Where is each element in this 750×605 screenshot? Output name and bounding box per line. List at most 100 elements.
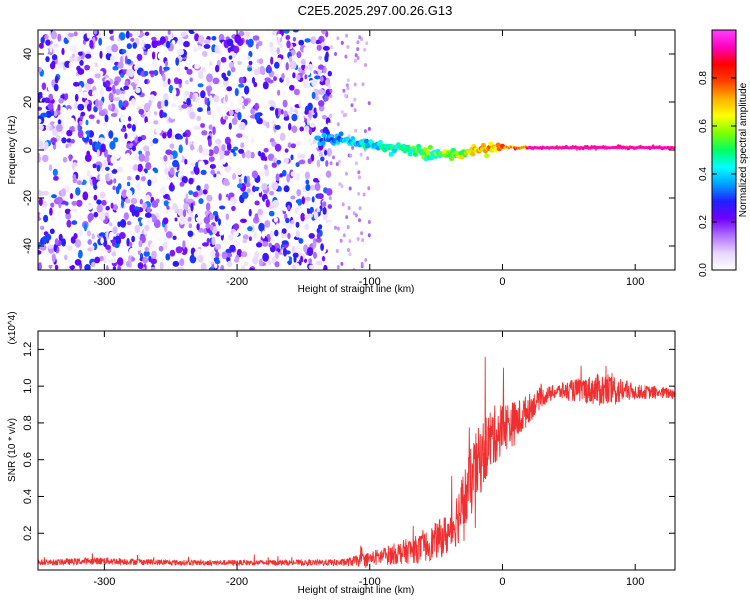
spectrogram-y-label: Frequency (Hz) (7, 116, 18, 185)
spectrogram-speckle (287, 204, 291, 210)
spectrogram-signal-point (428, 155, 434, 161)
spectrogram-speckle (356, 237, 360, 241)
spectrogram-speckle (290, 154, 294, 161)
spectrogram-speckle (176, 66, 180, 73)
spectrogram-speckle (66, 245, 73, 251)
spectrogram-speckle (77, 56, 81, 62)
spectrogram-speckle (182, 132, 187, 138)
spectrogram-speckle (121, 49, 127, 54)
spectrogram-speckle (298, 238, 304, 244)
spectrogram-speckle (163, 241, 168, 250)
spectrogram-speckle (210, 169, 216, 175)
spectrogram-speckle (285, 35, 291, 40)
spectrogram-speckle (285, 77, 290, 86)
spectrogram-speckle (99, 212, 106, 222)
spectrogram-speckle (49, 44, 53, 53)
spectrogram-speckle (274, 261, 280, 268)
spectrogram-speckle (313, 211, 319, 220)
snr-series-line (38, 356, 675, 568)
spectrogram-speckle (117, 251, 122, 257)
spectrogram-speckle (345, 33, 349, 38)
spectrogram-speckle (100, 87, 104, 97)
spectrogram-speckle (228, 192, 235, 198)
spectrogram-speckle (196, 223, 200, 231)
spectrogram-speckle (257, 163, 262, 168)
spectrogram-speckle (52, 43, 60, 48)
spectrogram-speckle (193, 30, 201, 33)
spectrogram-speckle (169, 154, 174, 160)
spectrogram-speckle (54, 264, 59, 270)
spectrogram-speckle (38, 262, 42, 270)
spectrogram-speckle (303, 244, 309, 253)
spectrogram-marks (38, 30, 675, 270)
spectrogram-speckle (53, 97, 57, 105)
spectrogram-speckle (329, 94, 333, 99)
spectrogram-speckle (172, 159, 179, 168)
spectrogram-speckle (284, 148, 289, 153)
spectrogram-speckle (357, 170, 361, 175)
spectrogram-speckle (254, 251, 260, 259)
spectrogram-signal-point (422, 147, 428, 153)
spectrogram-speckle (340, 184, 344, 189)
spectrogram-speckle (247, 79, 254, 84)
spectrogram-speckle (318, 151, 324, 157)
spectrogram-speckle (269, 230, 274, 238)
spectrogram-speckle (351, 145, 355, 150)
spectrogram-speckle (148, 70, 156, 75)
spectrogram-speckle (45, 56, 50, 63)
spectrogram-speckle (38, 42, 44, 49)
spectrogram-speckle (198, 144, 203, 154)
spectrogram-speckle (308, 233, 315, 239)
spectrogram-speckle (124, 198, 131, 204)
spectrogram-speckle (322, 201, 327, 208)
spectrogram-speckle (238, 121, 246, 131)
spectrogram-speckle (197, 254, 204, 263)
spectrogram-speckle (177, 48, 184, 56)
spectrogram-speckle (233, 146, 239, 151)
spectrogram-speckle (67, 108, 72, 117)
spectrogram-speckle (210, 113, 215, 119)
spectrogram-speckle (342, 113, 346, 118)
spectrogram-speckle (231, 205, 236, 212)
spectrogram-speckle (284, 255, 290, 262)
spectrogram-speckle (115, 235, 119, 245)
spectrogram-speckle (54, 75, 59, 84)
spectrogram-speckle (172, 203, 178, 212)
spectrogram-speckle (42, 190, 49, 196)
y-tick-label: -40 (22, 238, 34, 254)
spectrogram-speckle (57, 104, 61, 111)
spectrogram-speckle (133, 64, 139, 71)
spectrogram-speckle (289, 60, 297, 70)
spectrogram-speckle (184, 61, 191, 68)
spectrogram-speckle (257, 66, 261, 75)
spectrogram-speckle (110, 258, 117, 264)
spectrogram-speckle (354, 128, 358, 133)
spectrogram-speckle (319, 76, 324, 82)
spectrogram-speckle (147, 216, 153, 225)
spectrogram-speckle (235, 241, 241, 248)
spectrogram-speckle (120, 116, 127, 124)
spectrogram-speckle (54, 162, 62, 171)
spectrogram-speckle (112, 65, 119, 71)
spectrogram-speckle (352, 211, 356, 216)
spectrogram-speckle (285, 217, 290, 224)
spectrogram-speckle (68, 32, 74, 38)
snr-frame (37, 330, 676, 571)
spectrogram-speckle (169, 209, 175, 218)
x-tick-label: 100 (626, 576, 644, 588)
spectrogram-speckle (287, 142, 292, 149)
spectrogram-speckle (84, 64, 90, 71)
spectrogram-speckle (237, 183, 243, 189)
spectrogram-speckle (167, 129, 172, 139)
spectrogram-speckle (312, 240, 317, 249)
spectrogram-speckle (130, 132, 137, 138)
spectrogram-speckle (224, 106, 231, 113)
spectrogram-speckle (126, 229, 134, 236)
spectrogram-speckle (175, 46, 179, 52)
spectrogram-speckle (204, 97, 208, 105)
spectrogram-speckle (51, 253, 56, 263)
spectrogram-speckle (198, 70, 204, 80)
spectrogram-speckle (248, 60, 253, 66)
spectrogram-speckle (340, 261, 344, 266)
spectrogram-speckle (282, 169, 287, 177)
